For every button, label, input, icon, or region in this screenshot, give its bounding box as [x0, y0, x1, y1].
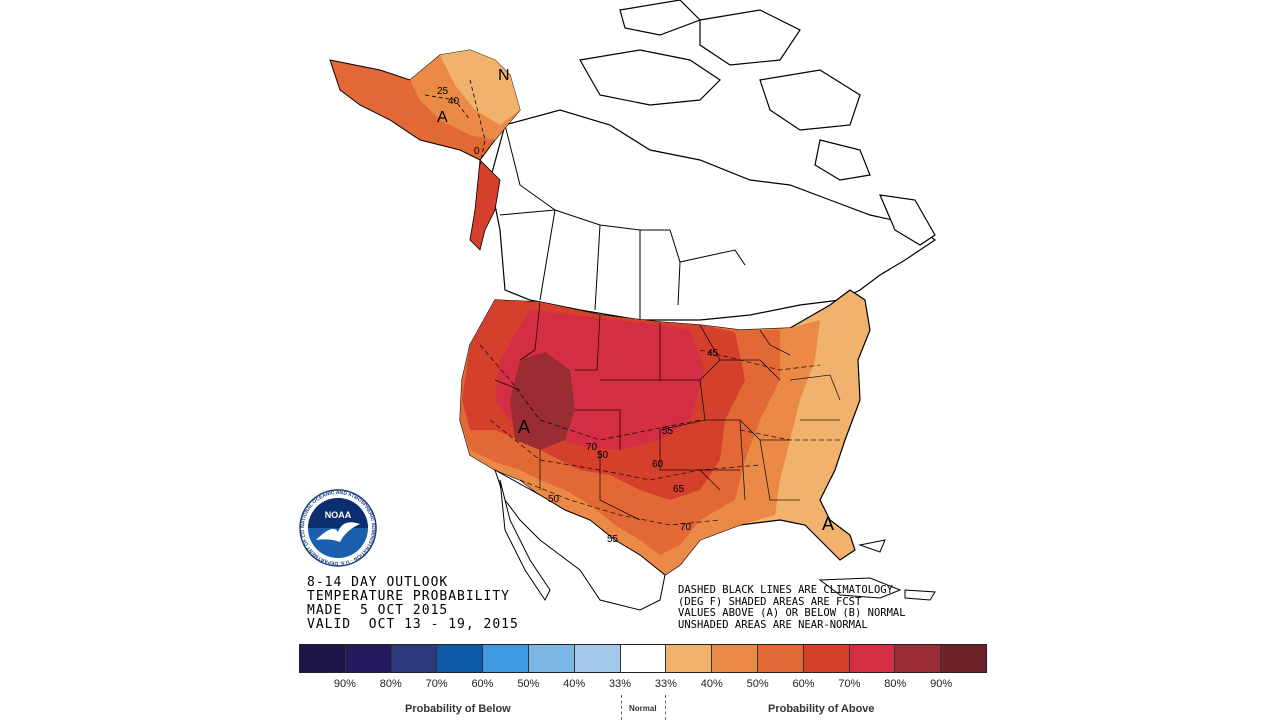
label-n-alaska: N [498, 67, 510, 84]
colorbar-swatch [574, 645, 621, 672]
colorbar-tick-label: 60% [471, 678, 494, 690]
outlook-title-block: 8-14 DAY OUTLOOK TEMPERATURE PROBABILITY… [307, 576, 519, 632]
colorbar-swatch [437, 645, 484, 672]
legend-note: DASHED BLACK LINES ARE CLIMATOLOGY (DEG … [678, 584, 906, 631]
colorbar-swatch [803, 645, 850, 672]
colorbar-tick-label: 80% [884, 678, 907, 690]
contour-25: 25 [437, 86, 449, 97]
colorbar-swatch [895, 645, 942, 672]
contour-45: 45 [707, 348, 719, 359]
contour-55b: 55 [607, 534, 619, 545]
label-normal: Normal [629, 704, 657, 713]
colorbar-tick-label: 70% [838, 678, 861, 690]
colorbar-swatch [666, 645, 713, 672]
colorbar-tick-label: 33% [654, 678, 677, 690]
colorbar-tick-label: 33% [609, 678, 632, 690]
colorbar-swatch [620, 645, 667, 672]
label-a-florida: A [822, 514, 834, 534]
colorbar-tick-label: 40% [563, 678, 586, 690]
noaa-logo: NOAA NATIONAL OCEANIC AND ATMOSPHERIC AD… [299, 489, 377, 567]
contour-40: 40 [448, 96, 460, 107]
colorbar-swatch [345, 645, 392, 672]
colorbar-tick-label: 90% [930, 678, 953, 690]
contour-70a: 70 [586, 442, 598, 453]
title-line-2: TEMPERATURE PROBABILITY [307, 589, 511, 604]
colorbar-tick-label: 70% [425, 678, 448, 690]
canada-land [489, 0, 937, 321]
label-a-alaska: A [437, 109, 448, 126]
contour-60: 60 [652, 459, 664, 470]
contour-50b: 50 [548, 494, 560, 505]
probability-colorbar [299, 644, 987, 673]
colorbar-swatch [391, 645, 438, 672]
conus [459, 289, 871, 576]
noaa-logo-text: NOAA [325, 510, 352, 520]
note-line-4: UNSHADED AREAS ARE NEAR-NORMAL [678, 618, 868, 631]
label-probability-below: Probability of Below [405, 703, 511, 715]
title-line-4: VALID OCT 13 - 19, 2015 [307, 617, 519, 632]
note-line-3: VALUES ABOVE (A) OR BELOW (B) NORMAL [678, 607, 906, 619]
colorbar-swatch [757, 645, 804, 672]
contour-65: 65 [673, 484, 685, 495]
caribbean-islands [818, 539, 936, 601]
contour-55: 55 [662, 426, 674, 437]
colorbar-swatch [300, 645, 346, 672]
colorbar-swatch [941, 645, 986, 672]
colorbar-swatch [849, 645, 896, 672]
colorbar-tick-label: 50% [517, 678, 540, 690]
colorbar-tick-label: 50% [746, 678, 769, 690]
normal-separator-right [665, 695, 666, 720]
label-probability-above: Probability of Above [768, 703, 875, 715]
title-line-3: MADE 5 OCT 2015 [307, 603, 449, 618]
probability-tick-labels: 90% 80% 70% 60% 50% 40% 33% 33% 40% 50% 60% 70% 80% 9… [299, 678, 987, 694]
colorbar-tick-label: 90% [333, 678, 356, 690]
normal-separator-left [621, 695, 622, 720]
note-line-2: (DEG F) SHADED AREAS ARE FCST [678, 595, 862, 608]
mexico-land [494, 468, 666, 611]
contour-0: 0 [474, 146, 480, 157]
contour-50a: 50 [597, 450, 609, 461]
colorbar-swatch [483, 645, 529, 672]
colorbar-tick-label: 80% [379, 678, 402, 690]
colorbar-swatch [528, 645, 575, 672]
colorbar-tick-label: 40% [700, 678, 723, 690]
map-labels: N A A A 25 40 0 45 55 70 50 60 65 70 50 … [437, 67, 834, 545]
province-lines [499, 124, 746, 320]
alaska [329, 49, 521, 251]
colorbar-tick-label: 60% [792, 678, 815, 690]
contour-70b: 70 [680, 522, 692, 533]
colorbar-swatch [712, 645, 758, 672]
title-line-1: 8-14 DAY OUTLOOK [307, 575, 449, 590]
note-line-1: DASHED BLACK LINES ARE CLIMATOLOGY [678, 584, 893, 596]
label-a-west: A [518, 417, 530, 437]
